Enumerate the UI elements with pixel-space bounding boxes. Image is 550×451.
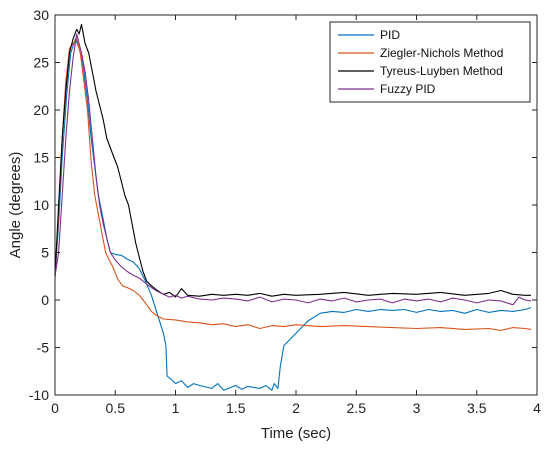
x-axis-label: Time (sec)	[261, 425, 331, 442]
y-tick-label: 25	[33, 55, 49, 71]
legend-label-4: Fuzzy PID	[380, 82, 436, 96]
x-tick-label: 0.5	[106, 400, 126, 416]
y-tick-label: 30	[33, 7, 49, 23]
x-tick-label: 3.5	[467, 400, 487, 416]
y-axis-label: Angle (degrees)	[7, 152, 24, 259]
y-tick-label: 15	[33, 150, 49, 166]
x-tick-label: 2.5	[347, 400, 367, 416]
series-layer	[54, 23, 532, 391]
x-tick-label: 1	[172, 400, 180, 416]
y-tick-label: 5	[41, 245, 49, 261]
y-tick-label: -5	[37, 340, 50, 356]
legend-label-2: Ziegler-Nichols Method	[380, 46, 503, 60]
x-tick-label: 0	[51, 400, 59, 416]
series-line-2	[54, 38, 532, 331]
series-line-4	[54, 33, 532, 306]
legend-label-1: PID	[380, 28, 400, 42]
y-tick-label: 20	[33, 102, 49, 118]
x-tick-label: 2	[292, 400, 300, 416]
x-tick-label: 3	[413, 400, 421, 416]
y-tick-label: 10	[33, 197, 49, 213]
series-line-3	[54, 23, 531, 298]
ticks-layer: 0 0.5 1 1.5 2 2.5 3 3.5 4 -10 -5 0 5 10 15 20 25 30	[29, 7, 541, 416]
x-tick-label: 4	[533, 400, 541, 416]
y-tick-label: -10	[29, 387, 49, 403]
x-tick-label: 1.5	[226, 400, 246, 416]
legend: PID Ziegler-Nichols Method Tyreus-Luyben M…	[329, 21, 531, 103]
y-tick-label: 0	[41, 292, 49, 308]
legend-label-3: Tyreus-Luyben Method	[380, 64, 503, 78]
